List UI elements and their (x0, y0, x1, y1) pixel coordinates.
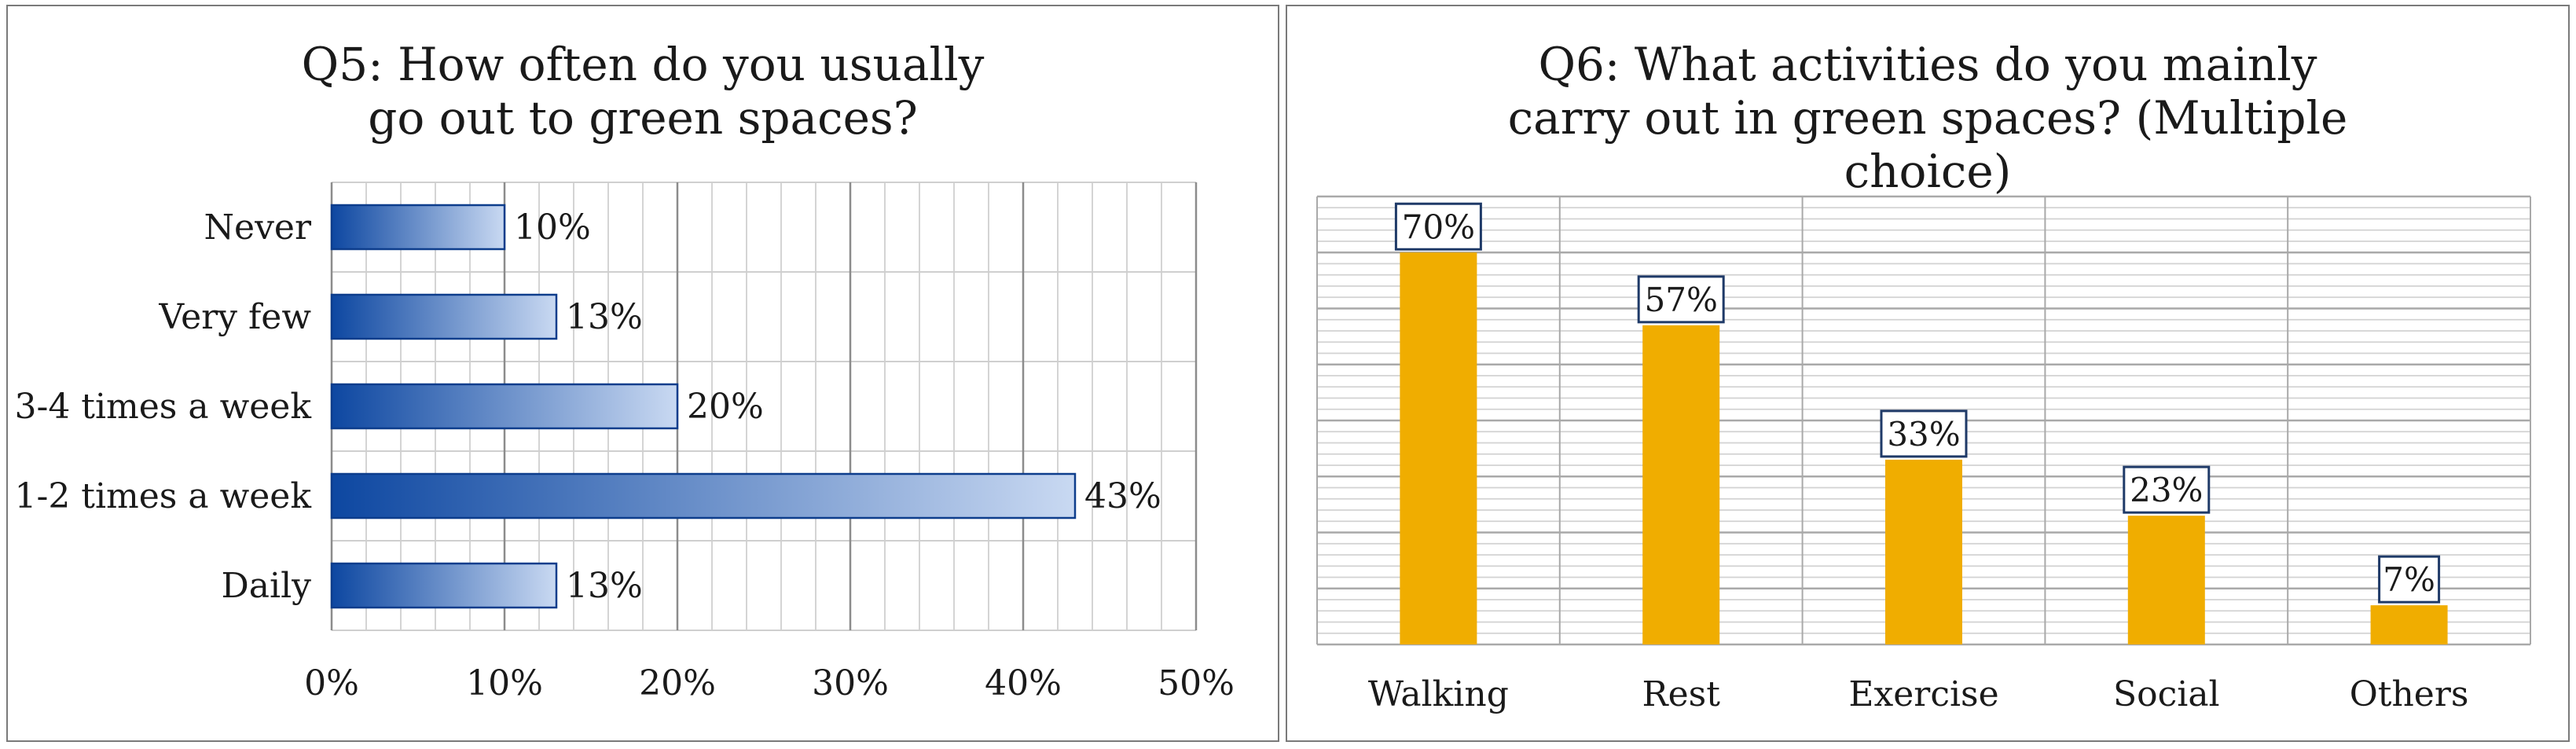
value-label-box (1394, 202, 1482, 251)
category-label: Walking (1368, 674, 1509, 714)
category-label: Social (2113, 674, 2220, 714)
category-label: Exercise (1848, 674, 1998, 714)
chart-title-q6: Q6: What activities do you mainly carry … (1507, 38, 2348, 198)
value-label: 57% (1645, 281, 1718, 319)
bar-chart-q5: 0% 10% 20% 30% 40% 50% Never 10% Very few 13% 3-4 … (14, 182, 1235, 703)
bar-very-few (330, 293, 558, 340)
category-label: Daily (221, 566, 311, 606)
bar-3-4-times-a-week (330, 383, 679, 430)
chart-title-q5: Q5: How often do you usually go out to g… (301, 38, 985, 145)
x-tick-label: 0% (304, 663, 359, 703)
bar-social (2127, 516, 2205, 644)
category-label: 1-2 times a week (14, 476, 311, 516)
value-label-box (2378, 555, 2441, 604)
category-label: 3-4 times a week (14, 387, 311, 427)
value-label: 7% (2383, 560, 2435, 599)
value-label: 13% (566, 566, 643, 606)
value-label: 10% (514, 207, 591, 248)
bar-rest (1642, 325, 1720, 644)
x-tick-label: 30% (812, 663, 889, 703)
x-tick-label: 40% (985, 663, 1062, 703)
value-label: 43% (1084, 476, 1161, 516)
value-label: 23% (2130, 471, 2203, 509)
category-label: Never (204, 207, 312, 248)
value-label: 70% (1402, 207, 1475, 246)
value-label: 13% (566, 297, 643, 337)
x-tick-label: 20% (639, 663, 716, 703)
value-label-box (2123, 465, 2211, 514)
chart-panel-q5: Q5: How often do you usually go out to g… (6, 5, 1279, 742)
category-label: Rest (1642, 674, 1720, 714)
x-tick-label: 10% (466, 663, 543, 703)
chart-panel-q6: Q6: What activities do you mainly carry … (1286, 5, 2570, 742)
bar-exercise (1885, 459, 1962, 644)
bar-never (330, 204, 506, 251)
value-label-box (1637, 275, 1725, 324)
value-label: 20% (687, 387, 764, 427)
x-tick-label: 50% (1158, 663, 1235, 703)
bar-walking (1400, 252, 1477, 644)
value-label: 33% (1887, 415, 1960, 453)
value-label-box (1880, 409, 1968, 458)
category-label: Very few (158, 297, 311, 337)
bar-others (2370, 605, 2448, 644)
bar-chart-q6: 70% Walking 57% Rest 33% Exercise 23% Social 7% O… (1316, 195, 2531, 714)
bar-daily (330, 562, 558, 609)
bar-1-2-times-a-week (330, 472, 1077, 520)
category-label: Others (2350, 674, 2469, 714)
